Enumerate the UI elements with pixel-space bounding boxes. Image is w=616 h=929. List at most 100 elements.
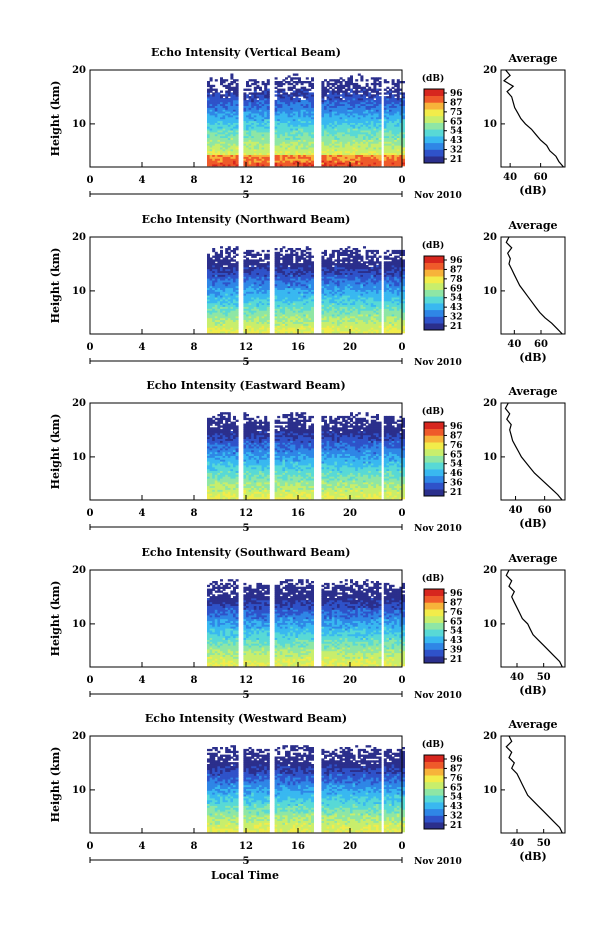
heatmap-title: Echo Intensity (Southward Beam) [142, 546, 351, 559]
date-marker: 5 [243, 856, 250, 867]
date-marker: 5 [243, 357, 250, 368]
colorbar-tick-label: 65 [450, 783, 463, 793]
colorbar-unit: (dB) [422, 406, 444, 417]
profile-title: Average [507, 52, 557, 65]
beam-panel-2: Echo Intensity (Eastward Beam) Height (km… [49, 379, 566, 534]
colorbar-tick-label: 54 [450, 294, 463, 304]
height-axis-label: Height (km) [49, 414, 62, 490]
height-axis-label: Height (km) [49, 248, 62, 324]
date-label: Nov 2010 [414, 358, 462, 368]
height-tick-label: 20 [72, 565, 86, 576]
profile-x-tick-label: 40 [503, 172, 517, 183]
colorbar-tick-label: 43 [450, 303, 463, 313]
x-axis-label: Local Time [211, 869, 279, 882]
profile-x-tick-label: 50 [537, 672, 551, 683]
colorbar-tick-label: 75 [450, 108, 463, 118]
average-profile: Average 10 20 40 60(dB) [483, 385, 566, 530]
colorbar-tick-label: 65 [450, 117, 463, 127]
time-tick-label: 0 [399, 508, 406, 519]
colorbar-tick-label: 69 [450, 284, 463, 294]
profile-x-tick-label: 50 [537, 838, 551, 849]
colorbar-tick-label: 32 [450, 313, 463, 323]
time-tick-label: 0 [399, 675, 406, 686]
average-profile: Average 10 20 40 60(dB) [483, 52, 566, 197]
height-tick-label: 10 [72, 619, 86, 630]
profile-line [505, 569, 563, 668]
colorbar-tick-label: 21 [450, 155, 463, 165]
colorbar-tick-label: 32 [450, 812, 463, 822]
profile-x-label: (dB) [519, 850, 546, 863]
height-tick-label: 10 [72, 785, 86, 796]
profile-x-tick-label: 40 [510, 838, 524, 849]
date-label: Nov 2010 [414, 191, 462, 201]
time-tick-label: 4 [139, 508, 146, 519]
heatmap-cells [207, 73, 405, 167]
time-tick-label: 8 [191, 675, 198, 686]
profile-x-label: (dB) [519, 684, 546, 697]
profile-x-tick-label: 40 [507, 339, 521, 350]
time-tick-label: 16 [291, 675, 305, 686]
colorbar-tick-label: 87 [450, 764, 463, 774]
colorbar-tick-label: 21 [450, 821, 463, 831]
heatmap-title: Echo Intensity (Westward Beam) [145, 712, 347, 725]
time-tick-label: 16 [291, 342, 305, 353]
profile-title: Average [507, 718, 557, 731]
profile-title: Average [507, 219, 557, 232]
colorbar-tick-label: 21 [450, 655, 463, 665]
heatmap-cells [207, 745, 405, 833]
time-tick-label: 16 [291, 175, 305, 186]
colorbar-tick-label: 43 [450, 636, 463, 646]
profile-y-tick-label: 20 [483, 731, 497, 742]
colorbar-tick-label: 96 [450, 256, 463, 266]
time-tick-label: 16 [291, 508, 305, 519]
date-marker: 5 [243, 523, 250, 534]
time-tick-label: 12 [239, 508, 253, 519]
colorbar-unit: (dB) [422, 573, 444, 584]
time-tick-label: 0 [87, 175, 94, 186]
time-tick-label: 8 [191, 342, 198, 353]
date-label: Nov 2010 [414, 524, 462, 534]
heatmap-title: Echo Intensity (Northward Beam) [142, 213, 351, 226]
colorbar-unit: (dB) [422, 739, 444, 750]
profile-x-tick-label: 60 [534, 339, 548, 350]
time-tick-label: 8 [191, 175, 198, 186]
colorbar-tick-label: 46 [450, 469, 463, 479]
profile-y-tick-label: 20 [483, 232, 497, 243]
colorbar-tick-label: 21 [450, 488, 463, 498]
date-label: Nov 2010 [414, 691, 462, 701]
average-profile: Average 10 20 40 50(dB) [483, 552, 566, 697]
beam-panel-0: Echo Intensity (Vertical Beam) Height (km… [49, 46, 566, 201]
colorbar-tick-label: 54 [450, 127, 463, 137]
profile-title: Average [507, 552, 557, 565]
date-label: Nov 2010 [414, 857, 462, 867]
height-tick-label: 20 [72, 731, 86, 742]
profile-y-tick-label: 20 [483, 565, 497, 576]
colorbar-tick-label: 87 [450, 598, 463, 608]
profile-y-tick-label: 20 [483, 398, 497, 409]
heatmap-cells [207, 579, 405, 667]
height-tick-label: 10 [72, 452, 86, 463]
colorbar-unit: (dB) [422, 240, 444, 251]
beam-panel-4: Echo Intensity (Westward Beam) Height (km… [49, 712, 566, 867]
colorbar-tick-label: 65 [450, 450, 463, 460]
time-tick-label: 12 [239, 675, 253, 686]
height-tick-label: 10 [72, 119, 86, 130]
colorbar-tick-label: 39 [450, 646, 463, 656]
height-axis-label: Height (km) [49, 747, 62, 823]
average-profile: Average 10 20 40 50(dB) [483, 718, 566, 863]
heatmap-cells [207, 246, 405, 334]
time-tick-label: 4 [139, 841, 146, 852]
time-tick-label: 8 [191, 508, 198, 519]
profile-line [504, 402, 563, 501]
profile-y-tick-label: 10 [483, 286, 497, 297]
colorbar-tick-label: 36 [450, 479, 463, 489]
colorbar-tick-label: 96 [450, 89, 463, 99]
time-tick-label: 4 [139, 342, 146, 353]
height-tick-label: 20 [72, 65, 86, 76]
colorbar-tick-label: 96 [450, 422, 463, 432]
average-profile: Average 10 20 40 60(dB) [483, 219, 566, 364]
time-tick-label: 12 [239, 175, 253, 186]
time-tick-label: 16 [291, 841, 305, 852]
